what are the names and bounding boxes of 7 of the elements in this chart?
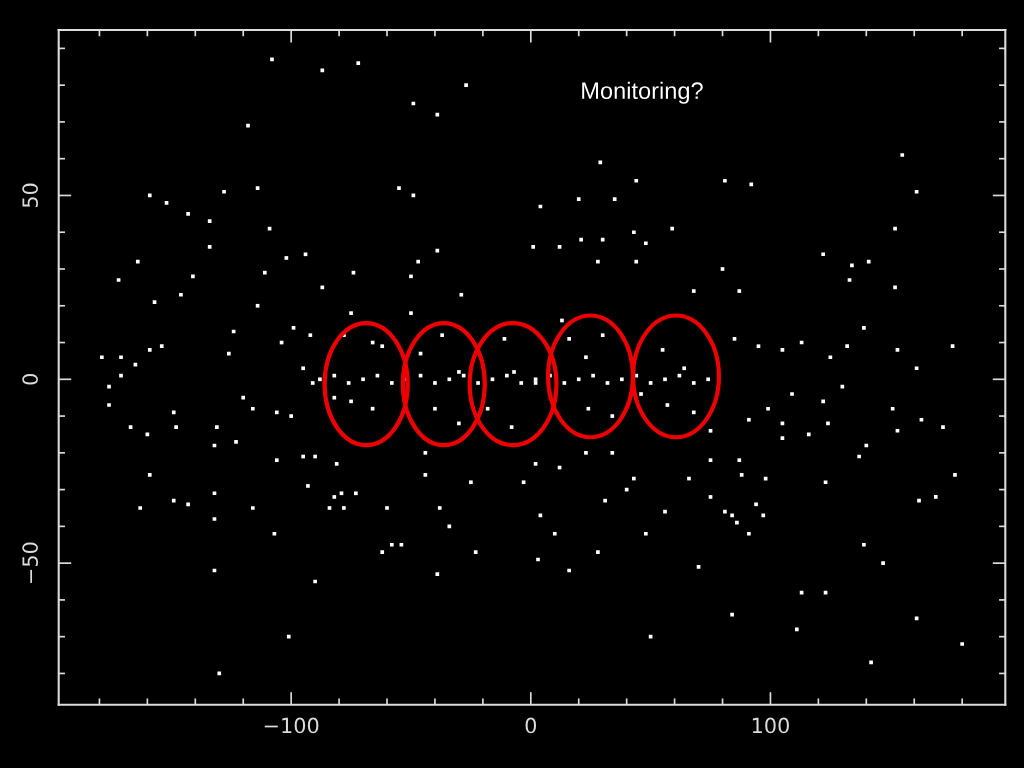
annotation: Monitoring? <box>582 81 703 104</box>
x-tick-label: −100 <box>264 717 319 734</box>
x-tick-label: 100 <box>752 717 789 734</box>
y-tick-label: −50 <box>22 542 38 583</box>
x-tick-label: 0 <box>525 717 537 734</box>
y-tick-label: 50 <box>22 183 38 208</box>
y-tick-label: 0 <box>22 374 38 385</box>
